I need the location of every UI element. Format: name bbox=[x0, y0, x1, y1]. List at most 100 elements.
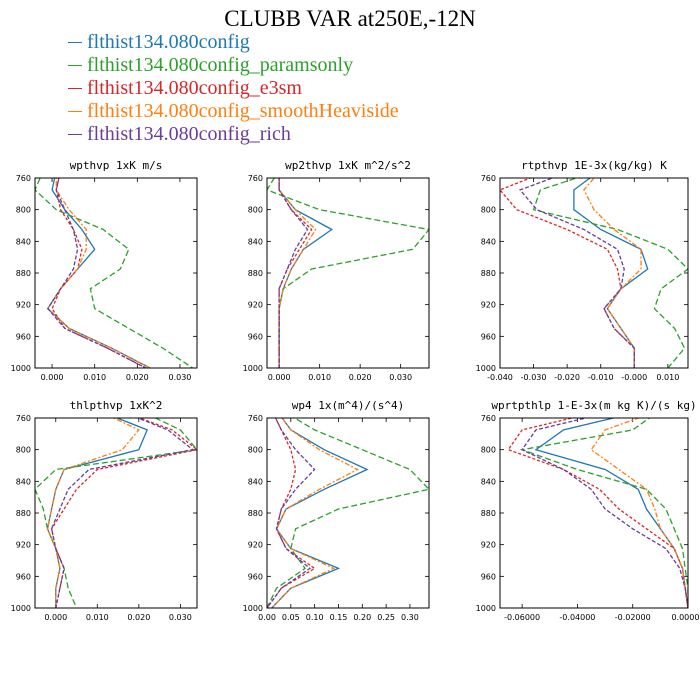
y-tick-label: 840 bbox=[481, 237, 496, 246]
x-tick-label: 0.010 bbox=[83, 373, 106, 382]
x-tick-label: 0.000 bbox=[268, 373, 291, 382]
y-tick-label: 880 bbox=[481, 509, 496, 518]
legend-swatch bbox=[68, 64, 82, 66]
panel-title: wp4 1x(m^4)/(s^4) bbox=[292, 399, 405, 412]
series-line bbox=[271, 418, 359, 608]
y-tick-label: 880 bbox=[481, 269, 496, 278]
y-tick-label: 880 bbox=[248, 269, 263, 278]
panel-title: thlpthvp 1xK^2 bbox=[70, 399, 163, 412]
y-tick-label: 800 bbox=[248, 446, 263, 455]
legend-swatch bbox=[68, 133, 82, 135]
panel-title: wpthvp 1xK m/s bbox=[70, 159, 163, 172]
x-tick-label: 0.000 bbox=[44, 613, 67, 622]
y-tick-label: 800 bbox=[248, 206, 263, 215]
series-line bbox=[267, 418, 429, 608]
legend-swatch bbox=[68, 87, 82, 89]
panel-title: rtpthvp 1E-3x(kg/kg) K bbox=[521, 159, 667, 172]
x-tick-label: -0.02000 bbox=[615, 613, 651, 622]
series-line bbox=[278, 178, 309, 368]
legend-label: flthist134.080config_e3sm bbox=[87, 77, 302, 99]
series-line bbox=[519, 418, 688, 608]
x-tick-label: 0.020 bbox=[349, 373, 372, 382]
y-tick-label: 960 bbox=[248, 572, 263, 581]
plot-frame bbox=[499, 177, 689, 369]
series-line bbox=[500, 178, 635, 368]
plot-frame bbox=[266, 417, 430, 609]
series-line bbox=[50, 418, 197, 608]
series-line bbox=[278, 178, 313, 368]
legend-swatch bbox=[68, 110, 82, 112]
series-line bbox=[532, 178, 688, 368]
y-tick-label: 760 bbox=[481, 414, 496, 423]
y-tick-label: 1000 bbox=[243, 604, 263, 613]
y-tick-label: 760 bbox=[248, 174, 263, 183]
series-line bbox=[35, 178, 194, 368]
x-tick-label: 0.00000 bbox=[671, 613, 700, 622]
series-line bbox=[534, 418, 688, 608]
y-tick-label: 920 bbox=[481, 541, 496, 550]
x-tick-label: -0.000 bbox=[621, 373, 647, 382]
legend-label: flthist134.080config_paramsonly bbox=[87, 54, 354, 76]
y-tick-label: 760 bbox=[248, 414, 263, 423]
y-tick-label: 1000 bbox=[11, 604, 31, 613]
y-tick-label: 800 bbox=[16, 446, 31, 455]
y-tick-label: 800 bbox=[16, 206, 31, 215]
y-tick-label: 840 bbox=[248, 477, 263, 486]
y-tick-label: 960 bbox=[248, 332, 263, 341]
x-tick-label: 0.010 bbox=[86, 613, 109, 622]
plot-frame bbox=[34, 417, 198, 609]
x-tick-label: 0.020 bbox=[127, 613, 150, 622]
series-line bbox=[46, 178, 151, 368]
x-tick-label: 0.00 bbox=[258, 613, 276, 622]
x-tick-label: 0.05 bbox=[282, 613, 300, 622]
series-line bbox=[51, 178, 147, 368]
y-tick-label: 840 bbox=[481, 477, 496, 486]
y-tick-label: 1000 bbox=[476, 364, 496, 373]
panel-1: wpthvp 1xK m/s 760 800 840 880 920 960 1000 0.00… bbox=[11, 159, 198, 382]
panel-title: wp2thvp 1xK m^2/s^2 bbox=[285, 159, 411, 172]
plot-frame bbox=[266, 177, 430, 369]
y-tick-label: 960 bbox=[16, 572, 31, 581]
x-tick-label: -0.06000 bbox=[504, 613, 540, 622]
x-tick-label: 0.030 bbox=[169, 613, 192, 622]
legend-label: flthist134.080config_smoothHeaviside bbox=[87, 100, 399, 122]
series-line bbox=[267, 418, 316, 608]
x-tick-label: 0.30 bbox=[401, 613, 419, 622]
page-title: CLUBB VAR at250E,-12N bbox=[224, 6, 476, 31]
x-tick-label: 0.15 bbox=[330, 613, 348, 622]
y-tick-label: 800 bbox=[481, 206, 496, 215]
x-tick-label: -0.010 bbox=[588, 373, 614, 382]
series-line bbox=[46, 178, 147, 368]
x-tick-label: -0.040 bbox=[487, 373, 513, 382]
series-line bbox=[46, 178, 151, 368]
x-tick-label: -0.04000 bbox=[559, 613, 595, 622]
y-tick-label: 880 bbox=[16, 509, 31, 518]
y-tick-label: 880 bbox=[16, 269, 31, 278]
panel-2: wp2thvp 1xK m^2/s^2 760 800 840 880 920 960 100… bbox=[243, 159, 430, 382]
series-line bbox=[521, 418, 688, 608]
legend-swatch bbox=[68, 41, 82, 43]
legend-item: flthist134.080config_e3sm bbox=[68, 77, 399, 100]
y-tick-label: 920 bbox=[248, 541, 263, 550]
legend: flthist134.080config flthist134.080confi… bbox=[68, 31, 399, 146]
legend-label: flthist134.080config bbox=[87, 31, 250, 53]
series-line bbox=[573, 178, 649, 368]
y-tick-label: 840 bbox=[248, 237, 263, 246]
series-line bbox=[590, 418, 688, 608]
y-tick-label: 1000 bbox=[476, 604, 496, 613]
x-tick-label: 0.010 bbox=[656, 373, 679, 382]
y-tick-label: 880 bbox=[248, 509, 263, 518]
y-tick-label: 800 bbox=[481, 446, 496, 455]
y-tick-label: 760 bbox=[481, 174, 496, 183]
panel-3: rtpthvp 1E-3x(kg/kg) K 760 800 840 880 920 960… bbox=[476, 159, 689, 382]
y-tick-label: 1000 bbox=[11, 364, 31, 373]
legend-item: flthist134.080config_paramsonly bbox=[68, 54, 399, 77]
y-tick-label: 920 bbox=[16, 301, 31, 310]
series-line bbox=[46, 418, 140, 608]
x-tick-label: -0.020 bbox=[554, 373, 580, 382]
y-tick-label: 920 bbox=[248, 301, 263, 310]
y-tick-label: 760 bbox=[16, 414, 31, 423]
x-tick-label: 0.030 bbox=[168, 373, 191, 382]
x-tick-label: 0.020 bbox=[126, 373, 149, 382]
